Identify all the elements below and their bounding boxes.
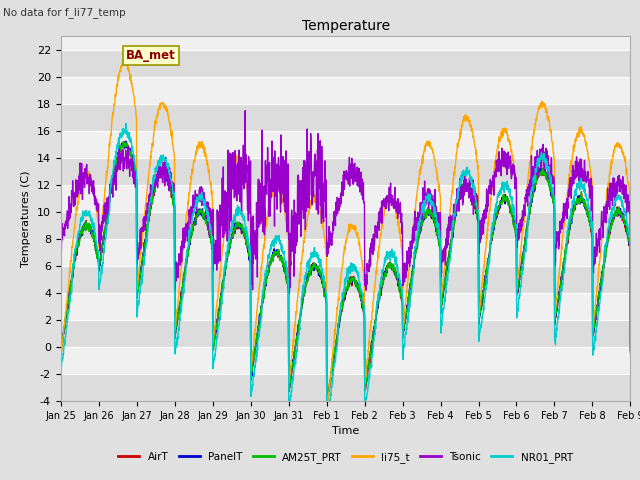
Line: li75_t: li75_t [61, 60, 630, 414]
li75_t [118, 57, 126, 62]
AM25T_PRT [57, 348, 65, 353]
Line: Tsonic: Tsonic [61, 110, 630, 293]
Tsonic [216, 231, 223, 237]
PanelT [593, 310, 600, 315]
AM25T_PRT [627, 347, 634, 353]
Tsonic [593, 230, 600, 236]
li75_t [375, 243, 383, 249]
AM25T_PRT [577, 195, 584, 201]
AirT [323, 401, 331, 407]
Line: AM25T_PRT: AM25T_PRT [61, 142, 630, 406]
Title: Temperature: Temperature [301, 20, 390, 34]
PanelT [363, 379, 371, 384]
Line: NR01_PRT: NR01_PRT [61, 123, 630, 426]
AM25T_PRT [512, 228, 520, 234]
AirT [512, 227, 520, 233]
NR01_PRT [512, 224, 520, 230]
NR01_PRT [627, 351, 634, 357]
PanelT [122, 138, 130, 144]
AirT [593, 309, 600, 314]
Y-axis label: Temperatures (C): Temperatures (C) [21, 170, 31, 267]
li75_t [593, 293, 600, 299]
Line: AirT: AirT [61, 142, 630, 404]
li75_t [627, 343, 634, 349]
Legend: AirT, PanelT, AM25T_PRT, li75_t, Tsonic, NR01_PRT: AirT, PanelT, AM25T_PRT, li75_t, Tsonic,… [115, 447, 577, 467]
PanelT [577, 200, 584, 206]
NR01_PRT [593, 328, 600, 334]
NR01_PRT [577, 182, 584, 188]
Bar [61, 374, 630, 401]
AirT [121, 139, 129, 144]
Tsonic [57, 239, 65, 245]
AirT [57, 343, 65, 349]
li75_t [323, 411, 331, 417]
Tsonic [241, 108, 249, 113]
Tsonic [627, 271, 634, 277]
Line: PanelT: PanelT [61, 141, 630, 404]
PanelT [323, 401, 331, 407]
Tsonic [512, 174, 520, 180]
li75_t [57, 353, 65, 359]
AirT [577, 192, 584, 198]
Bar [61, 266, 630, 293]
Tsonic [363, 272, 371, 278]
Bar [61, 320, 630, 347]
PanelT [375, 298, 383, 303]
AM25T_PRT [375, 296, 383, 301]
AM25T_PRT [363, 378, 371, 384]
NR01_PRT [324, 423, 332, 429]
Bar [61, 104, 630, 131]
AirT [216, 304, 224, 310]
PanelT [57, 345, 65, 350]
AirT [627, 349, 634, 355]
Bar [61, 157, 630, 185]
Text: No data for f_li77_temp: No data for f_li77_temp [3, 7, 126, 18]
AM25T_PRT [323, 403, 331, 408]
PanelT [216, 301, 224, 307]
AirT [375, 296, 383, 302]
AM25T_PRT [120, 139, 127, 145]
PanelT [627, 345, 634, 350]
Bar [61, 212, 630, 239]
AM25T_PRT [216, 304, 224, 310]
AirT [363, 379, 371, 385]
NR01_PRT [57, 369, 65, 375]
NR01_PRT [375, 288, 383, 294]
NR01_PRT [363, 396, 371, 402]
X-axis label: Time: Time [332, 426, 359, 436]
Tsonic [375, 220, 383, 226]
AM25T_PRT [593, 309, 600, 314]
li75_t [216, 272, 224, 277]
Tsonic [577, 172, 584, 178]
Bar [61, 49, 630, 76]
PanelT [512, 227, 520, 233]
Tsonic [285, 290, 293, 296]
NR01_PRT [216, 317, 224, 323]
li75_t [577, 127, 584, 132]
li75_t [512, 175, 520, 181]
li75_t [363, 360, 371, 365]
NR01_PRT [122, 120, 130, 126]
Text: BA_met: BA_met [126, 49, 176, 62]
